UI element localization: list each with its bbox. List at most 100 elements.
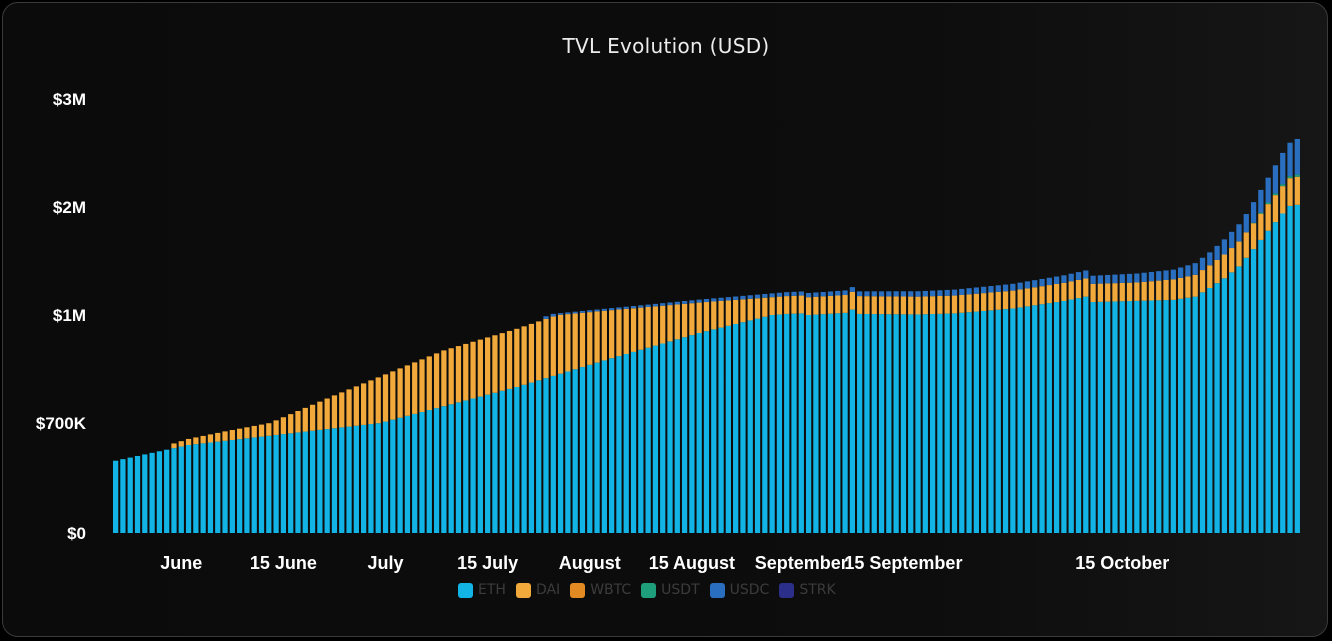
bar-usdc-83[interactable] (718, 297, 724, 301)
bar-dai-26[interactable] (302, 407, 308, 432)
bar-dai-97[interactable] (820, 296, 826, 315)
bar-eth-75[interactable] (660, 343, 666, 534)
bar-eth-68[interactable] (609, 358, 615, 533)
bar-eth-67[interactable] (601, 360, 607, 533)
bar-eth-63[interactable] (572, 369, 578, 533)
bar-eth-138[interactable] (1119, 301, 1125, 533)
bar-eth-135[interactable] (1097, 301, 1103, 533)
bar-dai-41[interactable] (412, 362, 418, 414)
bar-eth-127[interactable] (1039, 304, 1045, 533)
bar-eth-15[interactable] (222, 440, 228, 533)
bar-dai-131[interactable] (1068, 281, 1074, 300)
bar-eth-71[interactable] (630, 351, 637, 533)
bar-eth-79[interactable] (689, 335, 695, 533)
bar-usdc-69[interactable] (616, 307, 622, 310)
bar-dai-102[interactable] (857, 296, 863, 314)
bar-eth-160[interactable] (1280, 213, 1286, 534)
legend-item-usdt[interactable]: USDT (641, 582, 700, 598)
bar-dai-160[interactable] (1280, 186, 1286, 214)
bar-dai-13[interactable] (207, 434, 214, 443)
bar-eth-110[interactable] (915, 314, 921, 533)
bar-dai-79[interactable] (689, 303, 695, 336)
bar-eth-94[interactable] (798, 313, 804, 533)
bar-dai-132[interactable] (1075, 279, 1082, 299)
bar-eth-52[interactable] (492, 392, 498, 533)
bar-eth-0[interactable] (113, 460, 119, 533)
bar-eth-56[interactable] (521, 384, 527, 533)
bar-dai-122[interactable] (1002, 291, 1009, 310)
bar-usdc-70[interactable] (623, 306, 629, 309)
bar-dai-71[interactable] (630, 308, 637, 352)
bar-usdc-63[interactable] (572, 311, 578, 314)
bar-eth-59[interactable] (543, 378, 549, 533)
bar-dai-27[interactable] (309, 404, 316, 431)
bar-dai-52[interactable] (492, 335, 498, 393)
bar-eth-130[interactable] (1061, 300, 1067, 533)
bar-eth-55[interactable] (514, 387, 520, 533)
bar-dai-120[interactable] (988, 292, 994, 311)
bar-dai-8[interactable] (171, 443, 177, 449)
bar-eth-32[interactable] (346, 426, 352, 533)
bar-dai-99[interactable] (835, 295, 841, 314)
bar-usdc-73[interactable] (645, 304, 651, 307)
bar-dai-91[interactable] (776, 296, 783, 315)
bar-dai-157[interactable] (1258, 213, 1264, 240)
bar-dai-98[interactable] (827, 295, 834, 314)
bar-usdt-158[interactable] (1265, 202, 1271, 205)
bar-eth-81[interactable] (703, 331, 710, 533)
bar-dai-22[interactable] (273, 420, 279, 435)
bar-eth-20[interactable] (258, 436, 265, 533)
bar-usdt-159[interactable] (1272, 193, 1279, 196)
bar-usdc-97[interactable] (820, 291, 826, 297)
bar-dai-133[interactable] (1083, 278, 1089, 297)
bar-usdc-88[interactable] (754, 294, 761, 299)
bar-dai-72[interactable] (638, 307, 644, 350)
bar-dai-149[interactable] (1199, 270, 1206, 293)
bar-eth-109[interactable] (908, 314, 914, 533)
bar-eth-14[interactable] (215, 441, 221, 533)
bar-dai-159[interactable] (1272, 195, 1279, 223)
bar-eth-85[interactable] (733, 324, 739, 533)
bar-usdc-82[interactable] (711, 298, 717, 302)
bar-dai-56[interactable] (521, 326, 527, 385)
bar-dai-148[interactable] (1192, 274, 1198, 297)
bar-dai-146[interactable] (1177, 277, 1184, 299)
bar-eth-139[interactable] (1126, 301, 1133, 533)
bar-dai-50[interactable] (477, 339, 483, 397)
bar-usdc-119[interactable] (981, 286, 987, 294)
bar-eth-22[interactable] (273, 434, 279, 533)
bar-usdc-122[interactable] (1002, 284, 1009, 292)
bar-usdc-126[interactable] (1032, 280, 1038, 288)
bar-eth-11[interactable] (193, 444, 199, 533)
bar-eth-95[interactable] (805, 315, 812, 533)
bar-dai-30[interactable] (331, 395, 338, 429)
bar-eth-37[interactable] (382, 421, 389, 533)
bar-eth-132[interactable] (1075, 298, 1082, 533)
bar-eth-145[interactable] (1170, 299, 1176, 533)
bar-eth-13[interactable] (207, 442, 214, 533)
bar-eth-66[interactable] (594, 362, 600, 533)
bar-eth-33[interactable] (353, 425, 359, 533)
bar-eth-30[interactable] (331, 428, 338, 533)
bar-eth-147[interactable] (1185, 297, 1191, 533)
bar-usdc-81[interactable] (703, 298, 710, 303)
bar-usdc-130[interactable] (1061, 275, 1067, 283)
bar-eth-25[interactable] (295, 432, 301, 533)
bar-usdc-138[interactable] (1119, 274, 1125, 283)
bar-eth-157[interactable] (1258, 239, 1264, 533)
bar-dai-156[interactable] (1250, 223, 1257, 250)
bar-eth-113[interactable] (937, 313, 943, 533)
bar-eth-134[interactable] (1090, 302, 1096, 533)
bar-usdc-157[interactable] (1258, 189, 1264, 213)
bar-dai-118[interactable] (973, 293, 979, 312)
bar-eth-19[interactable] (251, 437, 257, 533)
bar-dai-74[interactable] (652, 306, 659, 346)
bar-eth-6[interactable] (156, 451, 163, 533)
bar-dai-23[interactable] (280, 417, 287, 435)
legend-item-usdc[interactable]: USDC (709, 582, 769, 598)
bar-usdc-162[interactable] (1294, 138, 1300, 175)
bar-dai-64[interactable] (579, 312, 586, 368)
bar-dai-77[interactable] (674, 304, 680, 340)
bar-dai-10[interactable] (185, 438, 192, 445)
bar-dai-126[interactable] (1032, 287, 1038, 306)
